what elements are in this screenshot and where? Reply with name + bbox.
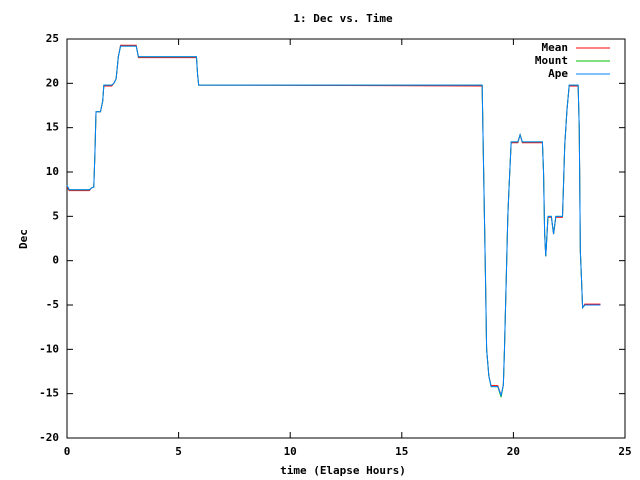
x-tick-label: 15 [395, 445, 408, 458]
legend-label: Ape [548, 67, 568, 80]
y-tick-label: 15 [46, 121, 59, 134]
x-tick-label: 20 [507, 445, 520, 458]
plot-border [66, 38, 626, 439]
chart-title: 1: Dec vs. Time [293, 12, 393, 25]
x-tick-label: 10 [284, 445, 297, 458]
y-tick-label: -20 [39, 431, 59, 444]
legend-label: Mount [535, 54, 568, 67]
series-line [66, 45, 601, 398]
y-tick-label: 20 [46, 76, 59, 89]
y-tick-label: -15 [39, 387, 59, 400]
x-tick-label: 25 [618, 445, 631, 458]
y-tick-label: -10 [39, 342, 59, 355]
x-tick-label: 0 [64, 445, 71, 458]
y-tick-label: 25 [46, 32, 59, 45]
y-tick-label: 5 [52, 209, 59, 222]
y-tick-label: 10 [46, 165, 59, 178]
x-axis-label: time (Elapse Hours) [280, 464, 406, 477]
y-tick-label: 0 [52, 254, 59, 267]
y-axis-label: Dec [17, 229, 30, 249]
legend-label: Mean [542, 41, 569, 54]
y-tick-label: -5 [46, 298, 59, 311]
x-tick-label: 5 [175, 445, 182, 458]
